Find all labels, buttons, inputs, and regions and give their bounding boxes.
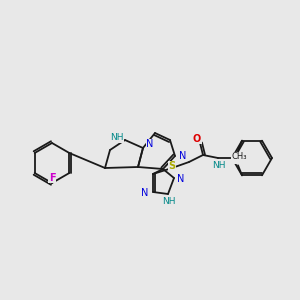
Text: N: N xyxy=(141,188,149,198)
Text: CH₃: CH₃ xyxy=(231,152,247,161)
Text: NH: NH xyxy=(212,160,226,169)
Text: F: F xyxy=(49,173,55,183)
Text: N: N xyxy=(177,174,185,184)
Text: CH₃: CH₃ xyxy=(231,155,247,164)
Text: NH: NH xyxy=(110,134,124,142)
Text: NH: NH xyxy=(162,197,176,206)
Text: O: O xyxy=(193,134,201,144)
Text: N: N xyxy=(179,151,187,161)
Text: S: S xyxy=(168,161,175,171)
Text: N: N xyxy=(146,139,154,149)
